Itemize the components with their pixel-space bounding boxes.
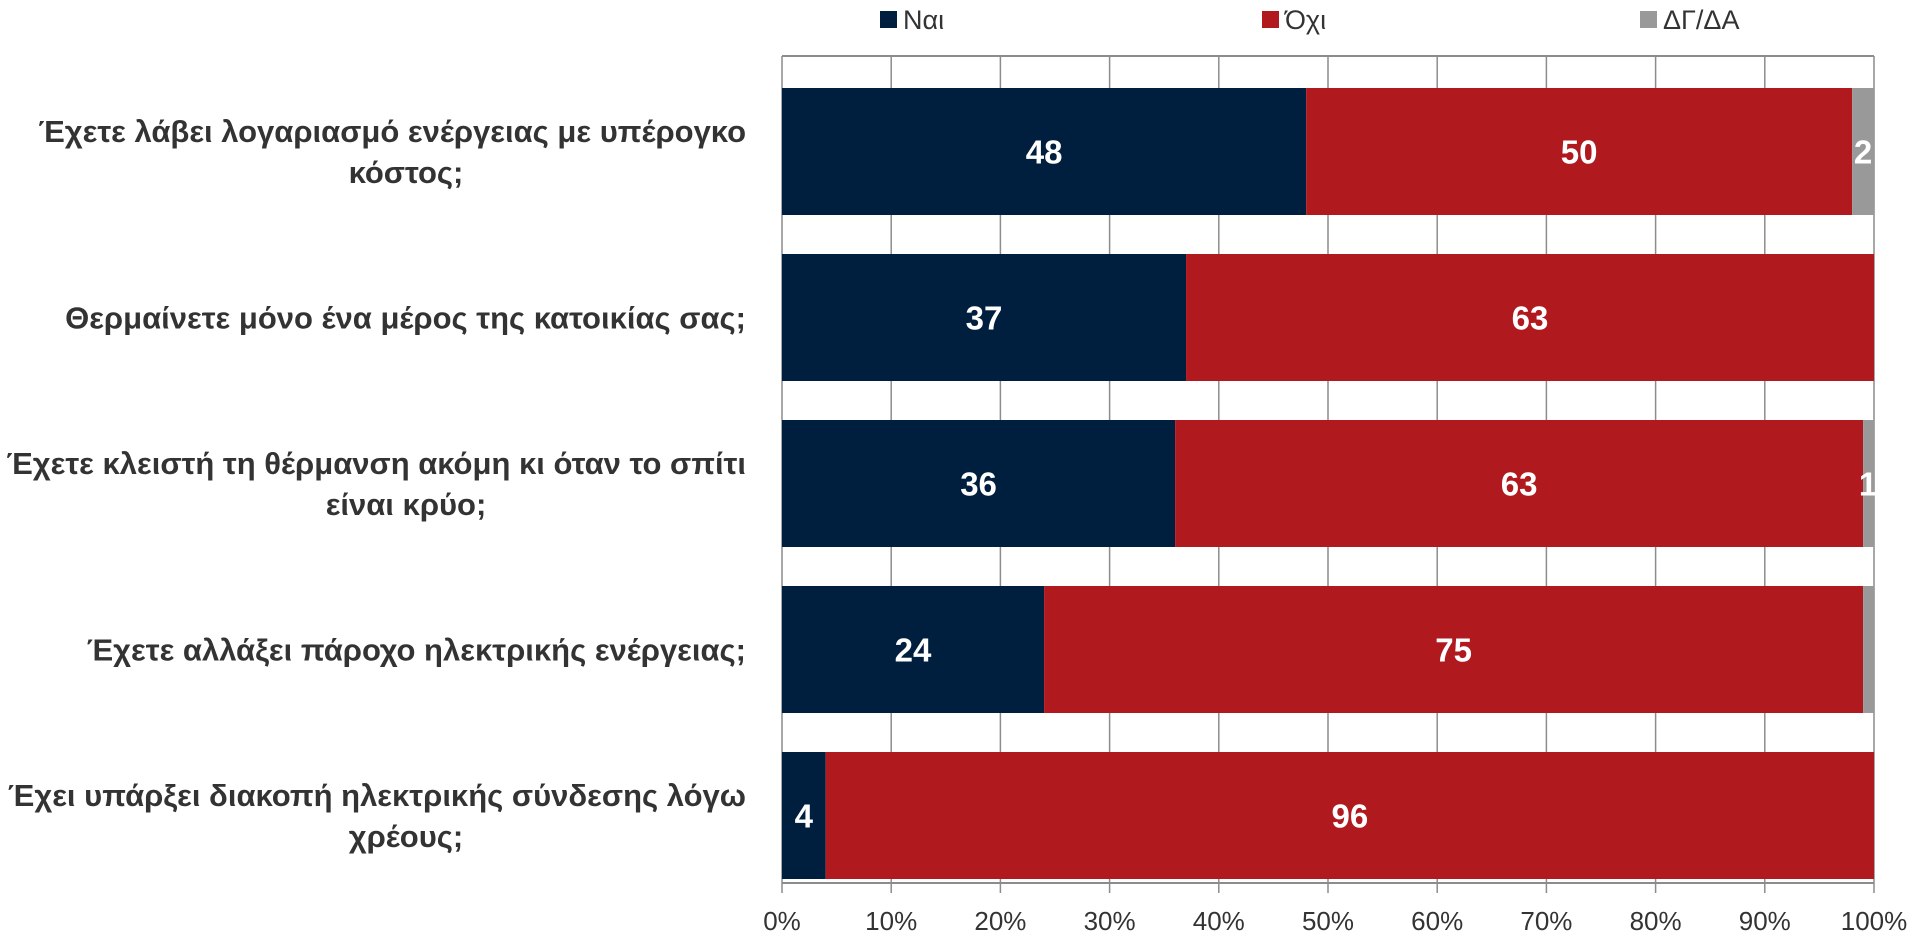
bar-value-label: 1 [1859, 466, 1877, 503]
bar-value-label: 63 [1501, 466, 1538, 503]
category-label: είναι κρύο; [326, 487, 487, 522]
legend-label: ΔΓ/ΔΑ [1663, 5, 1739, 35]
legend-label: Όχι [1284, 5, 1326, 35]
bar-value-label: 48 [1026, 134, 1063, 171]
x-tick-label: 70% [1520, 906, 1572, 936]
bar-value-label: 75 [1435, 632, 1472, 669]
legend-swatch [1640, 11, 1657, 28]
bar-value-label: 96 [1331, 798, 1368, 835]
bar-value-label: 24 [895, 632, 932, 669]
x-tick-label: 40% [1193, 906, 1245, 936]
x-tick-label: 10% [865, 906, 917, 936]
bar-segment [1175, 420, 1864, 547]
category-label: κόστος; [349, 155, 464, 190]
bar-segment [782, 586, 1045, 713]
x-tick-label: 20% [974, 906, 1026, 936]
x-tick-label: 60% [1411, 906, 1463, 936]
bar-segment [1852, 88, 1874, 215]
chart-legend: Ναι Όχι ΔΓ/ΔΑ [880, 5, 1739, 35]
legend-swatch [1262, 11, 1279, 28]
category-labels: Έχετε λάβει λογαριασμό ενέργειας με υπέρ… [6, 114, 746, 854]
legend-swatch [880, 11, 897, 28]
x-tick-label: 0% [763, 906, 801, 936]
x-tick-label: 100% [1841, 906, 1908, 936]
x-tick-label: 30% [1084, 906, 1136, 936]
bar-value-label: 36 [960, 466, 997, 503]
bar-segment [782, 752, 826, 879]
category-label: Θερμαίνετε μόνο ένα μέρος της κατοικίας … [65, 301, 746, 336]
bar-segment [782, 420, 1176, 547]
bar-value-label: 37 [966, 300, 1003, 337]
bar-segment [782, 88, 1307, 215]
category-label: Έχει υπάρξει διακοπή ηλεκτρικής σύνδεσης… [8, 778, 746, 813]
category-label: Έχετε λάβει λογαριασμό ενέργειας με υπέρ… [38, 114, 746, 149]
bar-value-label: 4 [795, 798, 814, 835]
legend-label: Ναι [903, 5, 944, 35]
chart-bars: 48 50 2 37 63 36 63 1 24 75 4 96 [782, 88, 1877, 879]
bar-segment [782, 254, 1187, 381]
category-label: Έχετε κλειστή τη θέρμανση ακόμη κι όταν … [6, 446, 746, 481]
bar-segment [1863, 420, 1874, 547]
bar-segment [1186, 254, 1874, 381]
x-tick-label: 90% [1739, 906, 1791, 936]
bar-segment [1044, 586, 1864, 713]
bar-segment [1863, 586, 1874, 713]
x-axis: 0% 10% 20% 30% 40% 50% 60% 70% 80% 90% 100% [763, 55, 1908, 936]
x-tick-label: 50% [1302, 906, 1354, 936]
bar-segment [825, 752, 1875, 879]
category-label: χρέους; [349, 819, 463, 854]
category-label: Έχετε αλλάξει πάροχο ηλεκτρικής ενέργεια… [87, 633, 746, 668]
bar-value-label: 63 [1512, 300, 1549, 337]
bar-value-label: 2 [1854, 134, 1872, 171]
x-tick-label: 80% [1630, 906, 1682, 936]
bar-value-label: 50 [1561, 134, 1598, 171]
bar-segment [1306, 88, 1853, 215]
